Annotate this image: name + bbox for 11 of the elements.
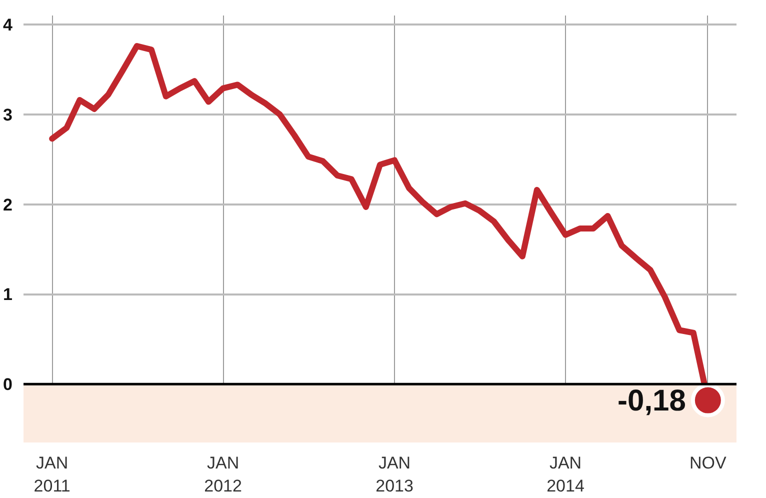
data-label: -0,18 [618, 384, 686, 418]
x-tick-label: JAN 2013 [376, 454, 414, 496]
x-tick-label: JAN 2011 [34, 454, 70, 496]
y-tick-label: 2 [3, 195, 13, 214]
x-tick-label: JAN 2012 [204, 454, 242, 496]
y-tick-label: 3 [3, 105, 13, 124]
y-tick-label: 1 [3, 285, 13, 304]
y-tick-label: 0 [3, 375, 13, 394]
y-tick-label: 4 [3, 15, 14, 34]
x-tick-label: JAN 2014 [546, 454, 584, 496]
x-tick-label: NOV [690, 454, 728, 472]
